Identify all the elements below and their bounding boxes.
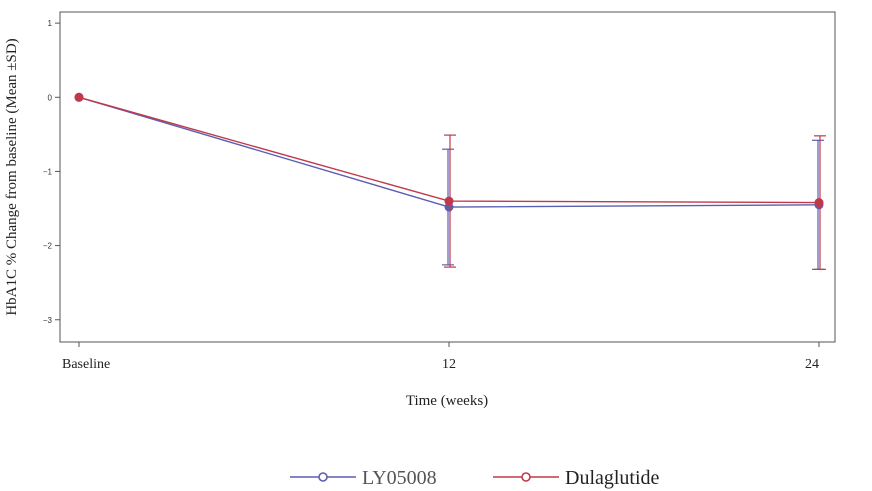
legend-item: LY05008 bbox=[290, 467, 437, 489]
plot-frame bbox=[59, 11, 836, 343]
y-axis-title: HbA1C % Change from baseline (Mean ±SD) bbox=[4, 38, 20, 315]
data-point bbox=[814, 198, 824, 208]
y-tick-label: −2 bbox=[43, 242, 53, 251]
legend-marker bbox=[521, 472, 531, 482]
y-tick-label: 0 bbox=[48, 93, 53, 102]
y-tick-label: 1 bbox=[48, 19, 53, 28]
data-point bbox=[74, 92, 84, 102]
x-axis-title: Time (weeks) bbox=[406, 393, 488, 409]
x-tick-label: Baseline bbox=[62, 357, 110, 372]
legend-item: Dulaglutide bbox=[493, 467, 660, 489]
x-tick-label: 12 bbox=[442, 357, 456, 372]
plot-area bbox=[74, 92, 826, 270]
legend: LY05008 Dulaglutide bbox=[290, 467, 660, 489]
data-point bbox=[444, 196, 454, 206]
series-dulaglutide bbox=[74, 92, 826, 270]
x-tick-label: 24 bbox=[805, 357, 819, 372]
y-tick-label: −3 bbox=[43, 316, 53, 325]
series-line bbox=[78, 96, 820, 208]
x-axis: Baseline 12 24 bbox=[62, 342, 820, 372]
legend-label: LY05008 bbox=[362, 467, 437, 489]
y-axis: 1 0 −1 −2 −3 bbox=[43, 19, 60, 325]
legend-label: Dulaglutide bbox=[565, 467, 660, 489]
series-line bbox=[78, 96, 820, 204]
y-tick-label: −1 bbox=[43, 167, 53, 176]
legend-marker bbox=[318, 472, 328, 482]
